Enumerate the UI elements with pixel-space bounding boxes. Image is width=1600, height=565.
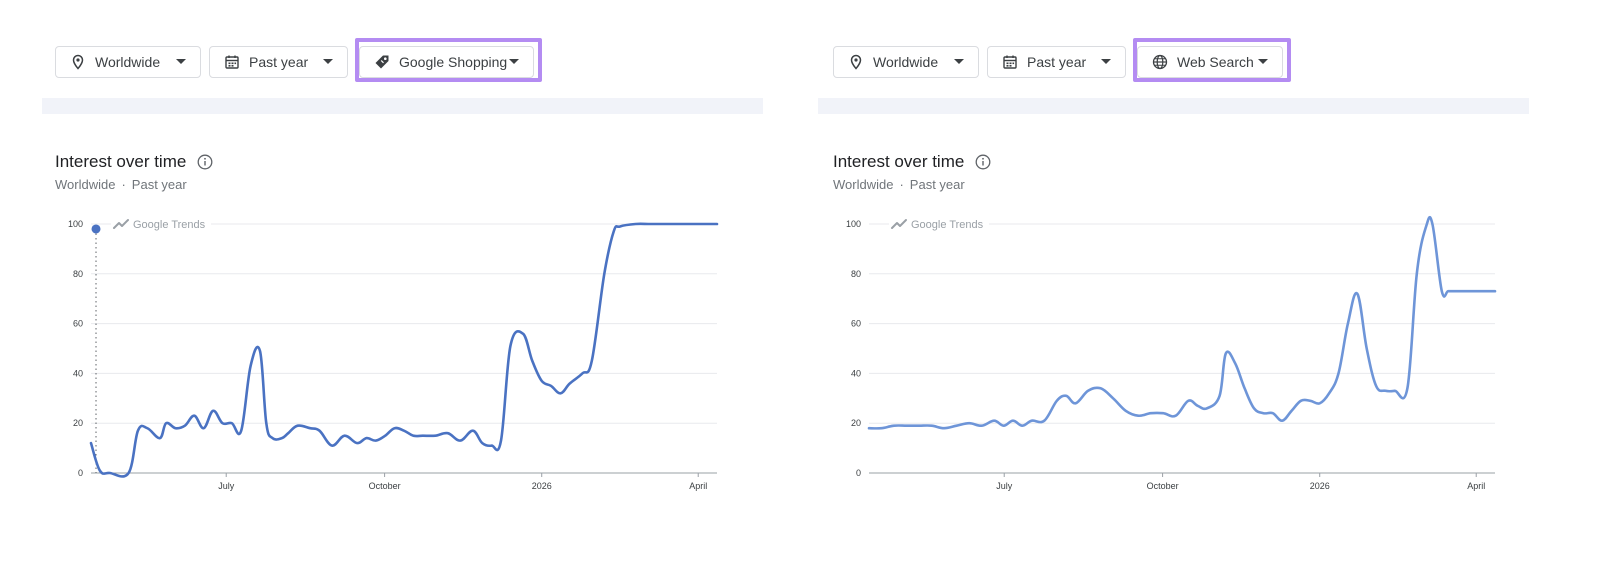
interest-over-time-chart: 0 20 40 60 80 100 July October 2026 April Google T… [68,215,719,491]
chart-title: Interest over time [833,152,965,171]
property-dropdown[interactable]: Web Search [1137,46,1283,78]
subtitle-separator: · [121,177,126,192]
subtitle-separator: · [899,177,904,192]
y-tick-label: 0 [856,468,861,478]
watermark-bg [111,215,211,231]
period-label: Past year [1027,54,1087,70]
y-tick-label: 20 [851,418,861,428]
y-tick-label: 40 [851,368,861,378]
period-label: Past year [249,54,309,70]
divider-band [42,98,763,114]
property-label: Google Shopping [399,54,508,70]
property-dropdown[interactable]: Google Shopping [359,46,534,78]
chevron-down-icon [176,59,186,64]
location-label: Worldwide [873,54,939,70]
y-tick-label: 80 [851,269,861,279]
chevron-down-icon [954,59,964,64]
google-trends-watermark: Google Trends [889,215,989,231]
y-tick-label: 60 [851,319,861,329]
x-tick-label: 2026 [1310,481,1330,491]
y-tick-label: 100 [68,219,83,229]
trends-panel-web-search: Worldwide Past year Web Search Interest … [818,0,1566,565]
x-tick-label: July [218,481,235,491]
location-pin-icon [70,54,86,70]
interest-over-time-chart: 0 20 40 60 80 100 July October 2026 April Google T… [846,215,1497,491]
chart-header: Interest over time [833,152,991,172]
watermark-bg [889,215,989,231]
x-tick-label: April [1467,481,1485,491]
y-tick-label: 80 [73,269,83,279]
watermark-text: Google Trends [911,219,984,231]
y-tick-label: 40 [73,368,83,378]
chart-subtitle: Worldwide · Past year [55,177,187,192]
watermark-text: Google Trends [133,219,206,231]
x-tick-label: April [689,481,707,491]
chevron-down-icon [509,59,519,64]
location-pin-icon [848,54,864,70]
info-icon[interactable] [975,154,991,170]
subtitle-period: Past year [909,177,965,192]
chevron-down-icon [1258,59,1268,64]
calendar-icon [1002,54,1018,70]
location-dropdown[interactable]: Worldwide [833,46,979,78]
y-tick-label: 60 [73,319,83,329]
series-line [89,222,719,478]
period-dropdown[interactable]: Past year [209,46,348,78]
hover-marker[interactable] [91,224,101,234]
chart-title: Interest over time [55,152,187,171]
tag-icon [374,54,390,70]
info-icon[interactable] [197,154,213,170]
y-tick-label: 0 [78,468,83,478]
globe-icon [1152,54,1168,70]
trend-arrow-icon [113,219,129,229]
calendar-icon [224,54,240,70]
chevron-down-icon [1101,59,1111,64]
series-line [867,215,1497,430]
trend-arrow-icon [891,219,907,229]
location-label: Worldwide [95,54,161,70]
chart-header: Interest over time [55,152,213,172]
trends-panel-google-shopping: Worldwide Past year Google Shopping Inte… [42,0,772,565]
subtitle-period: Past year [131,177,187,192]
divider-band [818,98,1529,114]
google-trends-watermark: Google Trends [111,215,211,231]
chevron-down-icon [323,59,333,64]
subtitle-location: Worldwide [833,177,894,192]
y-tick-label: 100 [846,219,861,229]
y-tick-label: 20 [73,418,83,428]
property-label: Web Search [1177,54,1254,70]
chart-subtitle: Worldwide · Past year [833,177,965,192]
x-tick-label: July [996,481,1013,491]
location-dropdown[interactable]: Worldwide [55,46,201,78]
period-dropdown[interactable]: Past year [987,46,1126,78]
x-tick-label: October [369,481,401,491]
x-tick-label: 2026 [532,481,552,491]
subtitle-location: Worldwide [55,177,116,192]
x-tick-label: October [1147,481,1179,491]
